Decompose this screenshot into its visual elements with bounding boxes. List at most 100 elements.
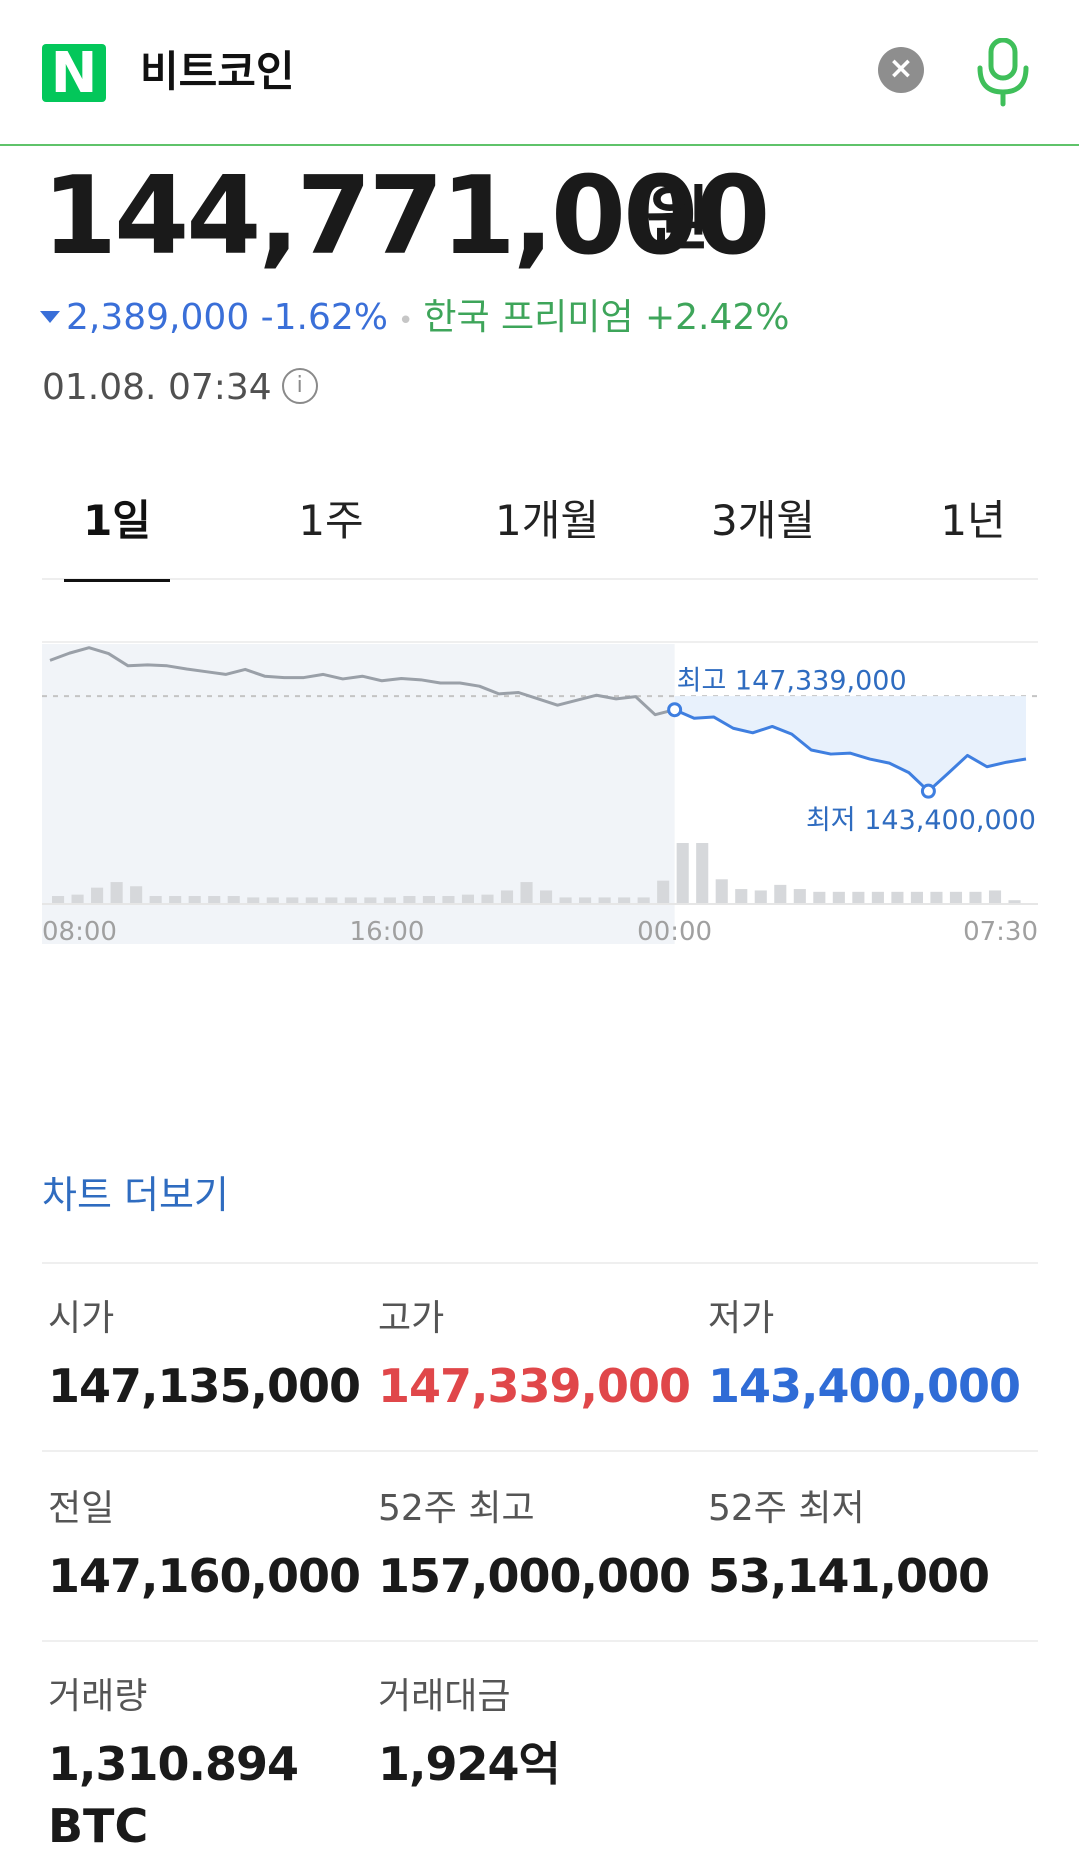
- stat-label: 52주 최고: [378, 1488, 535, 1529]
- price-timestamp: 01.08. 07:34: [42, 367, 272, 408]
- stat-previous-close: 전일 147,160,000: [48, 1486, 378, 1606]
- volume-bar: [520, 882, 533, 903]
- stat-label: 고가: [378, 1298, 445, 1339]
- volume-bar: [813, 891, 826, 903]
- search-header: N 비트코인 ×: [0, 0, 1079, 146]
- stat-label: 전일: [48, 1488, 115, 1529]
- price-unit: 원: [646, 178, 711, 260]
- stat-value: 147,135,000: [48, 1359, 361, 1413]
- volume-bar: [988, 890, 1002, 903]
- divider: [42, 1450, 1038, 1452]
- stat-value: 147,339,000: [378, 1359, 691, 1413]
- volume-bar: [208, 896, 221, 903]
- stat-value: 1,924억: [378, 1737, 561, 1791]
- past-period-shade: [42, 644, 675, 944]
- volume-bar: [832, 891, 845, 903]
- x-tick-label: 07:30: [963, 917, 1038, 947]
- naver-logo-icon[interactable]: N: [42, 44, 106, 102]
- chart-more-link[interactable]: 차트 더보기: [42, 1173, 229, 1217]
- tab-1-month[interactable]: 1개월: [494, 496, 599, 545]
- x-tick-label: 00:00: [637, 917, 712, 947]
- stat-label: 52주 최저: [708, 1488, 865, 1529]
- volume-bar: [286, 897, 299, 903]
- volume-bar: [227, 896, 240, 903]
- price-change-row: 2,389,000 -1.62% • 한국 프리미엄 +2.42%: [40, 296, 790, 340]
- volume-bar: [910, 891, 923, 903]
- volume-bar: [481, 894, 494, 903]
- info-icon[interactable]: i: [281, 368, 318, 404]
- stat-value: 1,310.894: [48, 1737, 299, 1791]
- price-chart-svg: 최고 147,339,000 최저 143,400,000 08:00 16:00 00…: [42, 641, 1038, 947]
- stat-value: 157,000,000: [378, 1549, 691, 1603]
- volume-bar: [110, 882, 123, 903]
- microphone-icon: [977, 37, 1029, 107]
- price-change: 2,389,000 -1.62%: [66, 297, 389, 338]
- stat-value: 143,400,000: [708, 1359, 1021, 1413]
- volume-bar: [442, 896, 455, 903]
- clear-search-button[interactable]: ×: [878, 47, 924, 93]
- volume-bar: [754, 890, 767, 903]
- stat-volume: 거래량 1,310.894: [48, 1674, 378, 1794]
- volume-bar: [344, 897, 357, 903]
- period-tabs: 1일 1주 1개월 3개월 1년: [42, 488, 1038, 582]
- volume-bar: [793, 889, 806, 903]
- price-timestamp-row: 01.08. 07:34 i: [42, 366, 318, 410]
- volume-bar: [969, 891, 982, 903]
- stat-value: 53,141,000: [708, 1549, 990, 1603]
- volume-bar: [852, 891, 865, 903]
- volume-bar: [637, 897, 650, 903]
- volume-bar: [247, 897, 260, 903]
- volume-bar: [149, 896, 162, 903]
- stat-open: 시가 147,135,000: [48, 1296, 378, 1416]
- volume-bar: [657, 880, 670, 903]
- stat-value: 147,160,000: [48, 1549, 361, 1603]
- stat-label: 저가: [708, 1298, 775, 1339]
- volume-bar: [871, 891, 884, 903]
- low-price-label: 최저 143,400,000: [806, 805, 1036, 836]
- volume-bar: [774, 884, 787, 903]
- volume-bar: [1008, 900, 1021, 903]
- stat-label: 거래대금: [378, 1676, 511, 1717]
- volume-bar: [735, 889, 748, 903]
- volume-bar: [91, 887, 104, 903]
- down-arrow-icon: [40, 311, 60, 323]
- volume-bar: [540, 890, 553, 903]
- volume-bar: [130, 886, 143, 903]
- x-tick-label: 08:00: [42, 917, 117, 947]
- volume-bar: [169, 896, 182, 903]
- current-price: 144,771,000: [42, 154, 770, 279]
- price-chart[interactable]: 최고 147,339,000 최저 143,400,000 08:00 16:00 00…: [42, 640, 1038, 1100]
- stat-trade-value: 거래대금 1,924억: [378, 1674, 708, 1794]
- close-icon: ×: [888, 51, 914, 86]
- volume-bar: [266, 897, 279, 903]
- volume-bar: [618, 897, 631, 903]
- volume-bar: [325, 897, 338, 903]
- stat-label: 시가: [48, 1298, 115, 1339]
- tab-1-week[interactable]: 1주: [298, 496, 364, 545]
- x-tick-label: 16:00: [350, 917, 425, 947]
- tab-1-year[interactable]: 1년: [940, 496, 1006, 545]
- volume-bar: [891, 891, 904, 903]
- volume-bar: [461, 894, 475, 903]
- korea-premium: 한국 프리미엄 +2.42%: [423, 297, 790, 338]
- tab-1-day[interactable]: 1일: [42, 488, 192, 582]
- tab-3-months[interactable]: 3개월: [710, 496, 815, 545]
- volume-bar: [579, 897, 592, 903]
- stat-low: 저가 143,400,000: [708, 1296, 1038, 1416]
- volume-bar: [676, 843, 689, 903]
- volume-bar: [364, 897, 377, 903]
- low-marker: [920, 783, 936, 799]
- divider: [42, 1640, 1038, 1642]
- volume-bar: [422, 896, 435, 903]
- volume-bar: [52, 896, 65, 903]
- search-query-text[interactable]: 비트코인: [140, 47, 295, 96]
- stat-label: 거래량: [48, 1676, 148, 1717]
- divider: [42, 1262, 1038, 1264]
- volume-bar: [403, 896, 416, 903]
- voice-search-button[interactable]: [972, 37, 1034, 108]
- volume-bar: [598, 897, 611, 903]
- past-price-line: [49, 646, 676, 717]
- volume-bar: [559, 897, 572, 903]
- separator-dot: •: [398, 306, 414, 336]
- volume-unit: BTC: [48, 1799, 149, 1853]
